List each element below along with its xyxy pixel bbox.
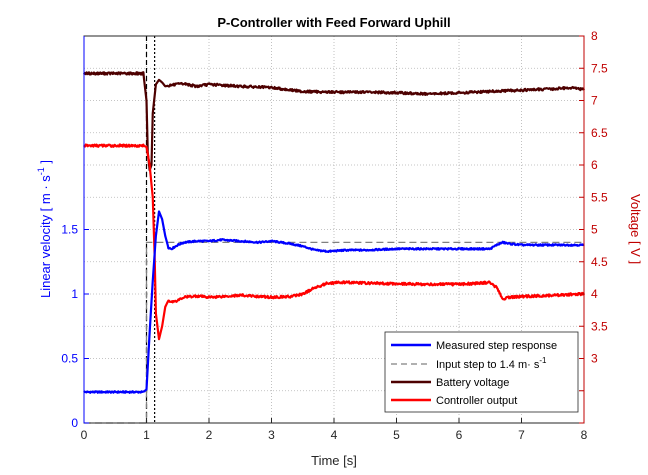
right-y-tick-label: 5.5 <box>591 190 608 204</box>
right-y-tick-label: 7.5 <box>591 61 608 75</box>
right-y-tick-label: 4.5 <box>591 255 608 269</box>
right-y-axis-label: Voltage [ V ] <box>628 194 643 264</box>
legend-label-measured: Measured step response <box>436 340 557 352</box>
right-y-tick-label: 4 <box>591 287 598 301</box>
left-y-axis-label-end: ] <box>38 160 53 167</box>
right-y-tick-label: 8 <box>591 29 598 43</box>
legend-label-input-main: Input step to 1.4 m· s <box>436 359 540 371</box>
legend-label-input: Input step to 1.4 m· s-1 <box>436 356 547 371</box>
left-y-tick-label: 1 <box>71 287 78 301</box>
x-tick-label: 7 <box>518 428 525 442</box>
x-tick-label: 3 <box>268 428 275 442</box>
left-y-axis-label: Linear velocity [ m · s-1 ] <box>36 160 53 298</box>
right-y-tick-label: 6 <box>591 158 598 172</box>
legend-label-controller: Controller output <box>436 395 517 407</box>
x-tick-label: 1 <box>143 428 150 442</box>
left-y-tick-label: 0.5 <box>61 352 78 366</box>
chart-title: P-Controller with Feed Forward Uphill <box>217 15 450 30</box>
legend-label-battery: Battery voltage <box>436 377 509 389</box>
legend: Measured step response Input step to 1.4… <box>384 331 579 413</box>
right-y-tick-label: 6.5 <box>591 126 608 140</box>
ticks: 0 1 2 3 4 5 6 7 8 0 0.5 1 1.5 3 3.5 4 4.5 5 5.5 6 6.5 7 7.5 8 <box>61 29 608 442</box>
x-tick-label: 8 <box>581 428 588 442</box>
x-axis-label: Time [s] <box>311 453 357 468</box>
series-battery-voltage <box>82 71 585 172</box>
left-y-tick-label: 1.5 <box>61 223 78 237</box>
series-controller-output <box>83 143 586 341</box>
right-y-tick-label: 3 <box>591 352 598 366</box>
x-tick-label: 5 <box>393 428 400 442</box>
right-y-tick-label: 3.5 <box>591 319 608 333</box>
x-tick-label: 6 <box>456 428 463 442</box>
legend-label-input-sup: -1 <box>539 356 547 365</box>
right-y-tick-label: 7 <box>591 94 598 108</box>
plot-area <box>82 36 586 424</box>
series-measured-step-response <box>83 210 585 394</box>
left-y-tick-label: 0 <box>71 416 78 430</box>
x-tick-label: 2 <box>206 428 213 442</box>
left-y-axis-label-main: Linear velocity [ m · s <box>38 175 53 298</box>
left-y-axis-label-sup: -1 <box>36 167 46 175</box>
x-tick-label: 4 <box>331 428 338 442</box>
right-y-tick-label: 5 <box>591 223 598 237</box>
x-tick-label: 0 <box>81 428 88 442</box>
